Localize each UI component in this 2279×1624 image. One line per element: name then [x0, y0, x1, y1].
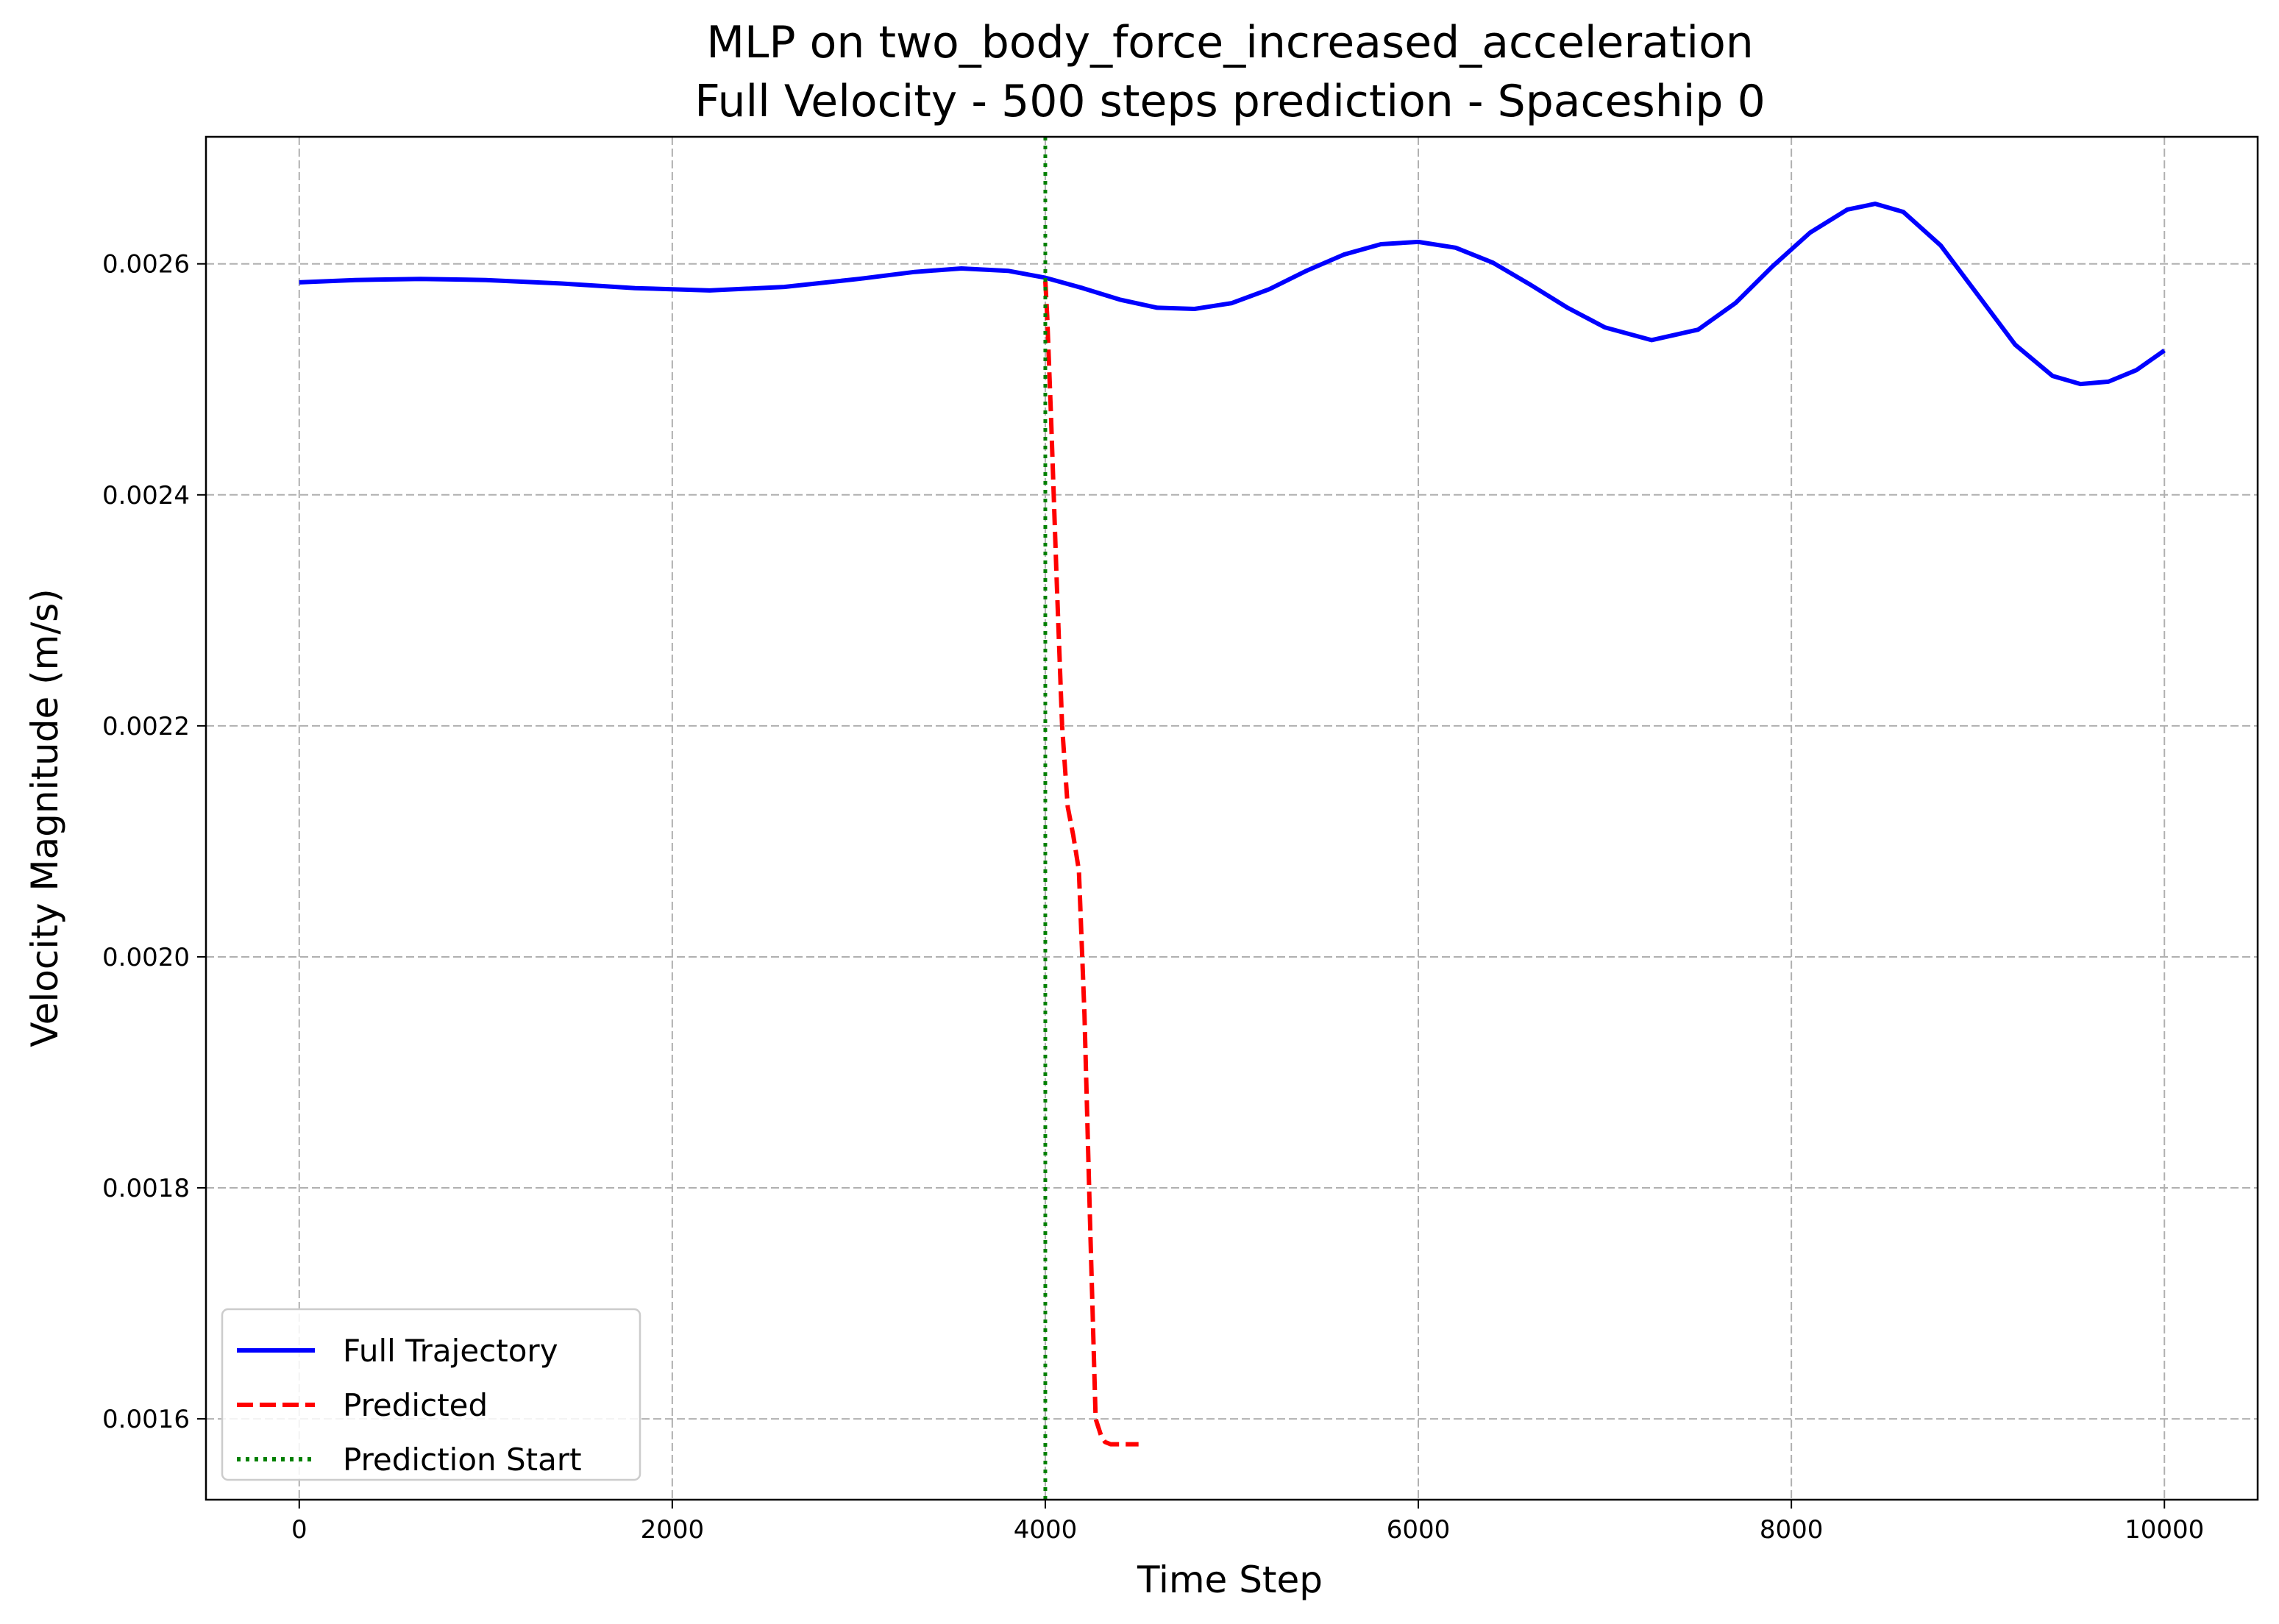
legend: Full Trajectory Predicted Prediction Start: [221, 1308, 641, 1481]
plot-frame: [205, 135, 2259, 1501]
x-axis-label: Time Step: [1137, 1559, 1323, 1601]
y-axis-label: Velocity Magnitude (m/s): [24, 588, 66, 1047]
plot-series: [299, 137, 2166, 1500]
x-tick-label: 6000: [1387, 1515, 1451, 1545]
legend-label-predicted: Predicted: [343, 1387, 488, 1423]
chart-title-line1: MLP on two_body_force_increased_accelera…: [706, 17, 1754, 68]
axis-ticks: 0 2000 4000 6000 8000 10000 0.0016 0.0018 0.0020…: [102, 250, 2204, 1545]
chart-title-line2: Full Velocity - 500 steps prediction - S…: [694, 76, 1766, 127]
x-tick-label: 0: [291, 1515, 307, 1545]
x-tick-label: 10000: [2125, 1515, 2204, 1545]
x-tick-label: 2000: [641, 1515, 705, 1545]
legend-items: Full Trajectory Predicted Prediction Start: [237, 1333, 582, 1478]
series-full-trajectory-line: [299, 202, 2166, 387]
x-tick-label: 8000: [1760, 1515, 1824, 1545]
legend-label-prediction-start: Prediction Start: [343, 1442, 582, 1478]
y-tick-label: 0.0018: [102, 1174, 190, 1203]
y-tick-label: 0.0020: [102, 943, 190, 972]
y-tick-label: 0.0022: [102, 712, 190, 741]
y-tick-label: 0.0016: [102, 1405, 190, 1434]
series-predicted-line: [1043, 281, 1139, 1447]
legend-label-full-trajectory: Full Trajectory: [343, 1333, 558, 1369]
x-tick-label: 4000: [1014, 1515, 1078, 1545]
y-tick-label: 0.0026: [102, 250, 190, 279]
y-tick-label: 0.0024: [102, 481, 190, 510]
grid-lines: [206, 137, 2258, 1500]
legend-box: [221, 1308, 641, 1481]
